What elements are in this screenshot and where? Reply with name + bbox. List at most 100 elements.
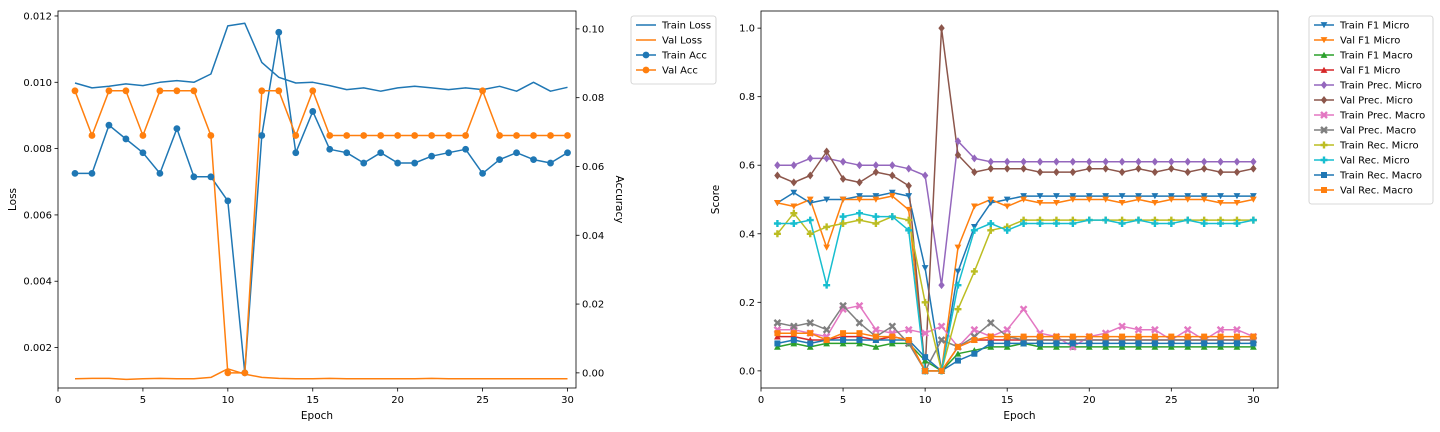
data-point-0-2-4	[139, 149, 147, 157]
data-point-1-10-21	[1119, 340, 1126, 347]
data-point-1-10-1	[790, 337, 797, 344]
data-point-1-9-12	[970, 226, 978, 234]
data-point-0-2-16	[343, 149, 351, 157]
data-point-0-2-9	[224, 197, 232, 205]
data-point-0-2-25	[496, 156, 503, 163]
data-point-1-4-0	[774, 161, 781, 170]
x-tick-label: 0	[55, 395, 61, 406]
y-tick-label: 0.002	[23, 343, 52, 354]
y-axis-label: Score	[710, 185, 722, 214]
data-point-1-10-16	[1037, 340, 1044, 347]
data-point-1-2-17	[1053, 343, 1060, 350]
data-point-0-3-4	[139, 132, 147, 139]
data-point-0-2-27	[530, 156, 537, 163]
data-point-1-1-16	[1036, 200, 1044, 207]
data-point-1-1-20	[1102, 196, 1110, 203]
data-point-1-4-22	[1135, 157, 1142, 166]
legend-marker-1-6	[1320, 111, 1328, 119]
data-point-1-0-11	[954, 268, 962, 275]
data-point-1-9-11	[954, 281, 962, 289]
legend-marker-1-1	[1320, 37, 1328, 44]
data-point-0-2-6	[173, 125, 181, 133]
data-point-1-9-4	[839, 213, 847, 221]
legend-label: Val Loss	[662, 36, 702, 47]
data-point-1-9-2	[806, 216, 814, 224]
y2-tick-label: 0.10	[582, 24, 604, 35]
data-point-1-4-19	[1086, 157, 1093, 166]
data-point-1-2-7	[888, 340, 896, 347]
data-point-0-2-8	[207, 173, 215, 181]
series-line-1-3	[777, 335, 1254, 372]
y-tick-label: 0.006	[23, 210, 52, 221]
data-point-1-4-14	[1003, 157, 1011, 166]
data-point-1-2-28	[1233, 343, 1241, 350]
legend-box-0	[630, 15, 717, 85]
legend-label: Val F1 Micro	[1340, 66, 1400, 77]
data-point-0-3-17	[360, 132, 368, 139]
data-point-1-0-8	[905, 193, 913, 200]
data-point-1-4-12	[971, 154, 978, 163]
data-point-1-10-6	[872, 337, 879, 344]
data-point-1-2-4	[839, 340, 847, 347]
series-line-0-3	[74, 90, 568, 374]
data-point-1-10-19	[1086, 340, 1093, 347]
data-point-0-3-8	[207, 132, 215, 139]
data-point-1-9-15	[1020, 219, 1028, 227]
data-point-1-2-23	[1151, 343, 1159, 350]
data-point-0-3-0	[71, 87, 79, 95]
data-point-1-5-19	[1086, 164, 1093, 173]
data-point-1-10-20	[1102, 340, 1109, 347]
data-point-1-11-13	[987, 333, 994, 340]
data-point-1-8-13	[987, 226, 995, 234]
x-tick-label: 20	[1083, 395, 1096, 406]
data-point-1-2-1	[790, 340, 798, 347]
legend-label: Val Acc	[662, 66, 698, 77]
data-point-1-6-23	[1151, 325, 1159, 334]
data-point-1-5-10	[938, 24, 945, 33]
data-point-1-11-18	[1069, 333, 1076, 340]
x-tick-label: 25	[476, 395, 489, 406]
legend-marker-0-2	[642, 51, 650, 59]
data-point-0-3-11	[258, 87, 266, 95]
data-point-0-3-12	[275, 87, 283, 95]
data-point-1-0-22	[1135, 193, 1142, 200]
data-point-1-0-28	[1233, 193, 1241, 200]
data-point-1-5-2	[807, 171, 814, 180]
data-point-1-2-2	[806, 343, 814, 350]
legend-marker-1-5	[1320, 96, 1328, 104]
data-point-0-2-29	[564, 149, 571, 157]
data-point-1-2-29	[1249, 343, 1257, 350]
data-point-1-9-1	[790, 219, 798, 227]
data-point-0-2-14	[309, 108, 317, 115]
data-point-1-1-0	[774, 200, 781, 207]
data-point-1-5-14	[1003, 164, 1011, 173]
data-point-1-11-0	[774, 330, 781, 337]
x-tick-label: 20	[391, 395, 404, 406]
data-point-1-4-9	[921, 171, 929, 180]
data-point-1-11-28	[1233, 333, 1240, 340]
data-point-0-2-11	[258, 132, 266, 139]
x-tick-label: 5	[140, 395, 146, 406]
data-point-1-1-7	[888, 193, 896, 200]
data-point-1-6-12	[970, 325, 979, 334]
legend-label: Train F1 Micro	[1339, 21, 1409, 32]
plot-frame-1	[760, 10, 1279, 389]
data-point-1-11-8	[905, 337, 912, 344]
data-point-1-4-15	[1020, 157, 1027, 166]
y-tick-label: 0.4	[739, 229, 755, 240]
data-point-1-4-5	[856, 161, 863, 170]
legend-marker-1-3	[1320, 66, 1328, 73]
data-point-1-6-5	[855, 301, 864, 310]
data-point-1-9-19	[1085, 216, 1093, 224]
data-point-1-10-29	[1250, 340, 1257, 347]
y-tick-label: 0.2	[739, 298, 755, 309]
data-point-0-2-22	[445, 149, 453, 157]
data-point-1-11-3	[823, 337, 830, 344]
data-point-0-3-23	[462, 132, 470, 139]
legend-label: Train Prec. Macro	[1339, 111, 1425, 122]
data-point-0-2-15	[326, 145, 334, 153]
legend-marker-1-0	[1320, 22, 1328, 29]
x-tick-label: 30	[561, 395, 574, 406]
legend-label: Train Loss	[661, 21, 711, 32]
data-point-1-6-6	[872, 325, 880, 334]
